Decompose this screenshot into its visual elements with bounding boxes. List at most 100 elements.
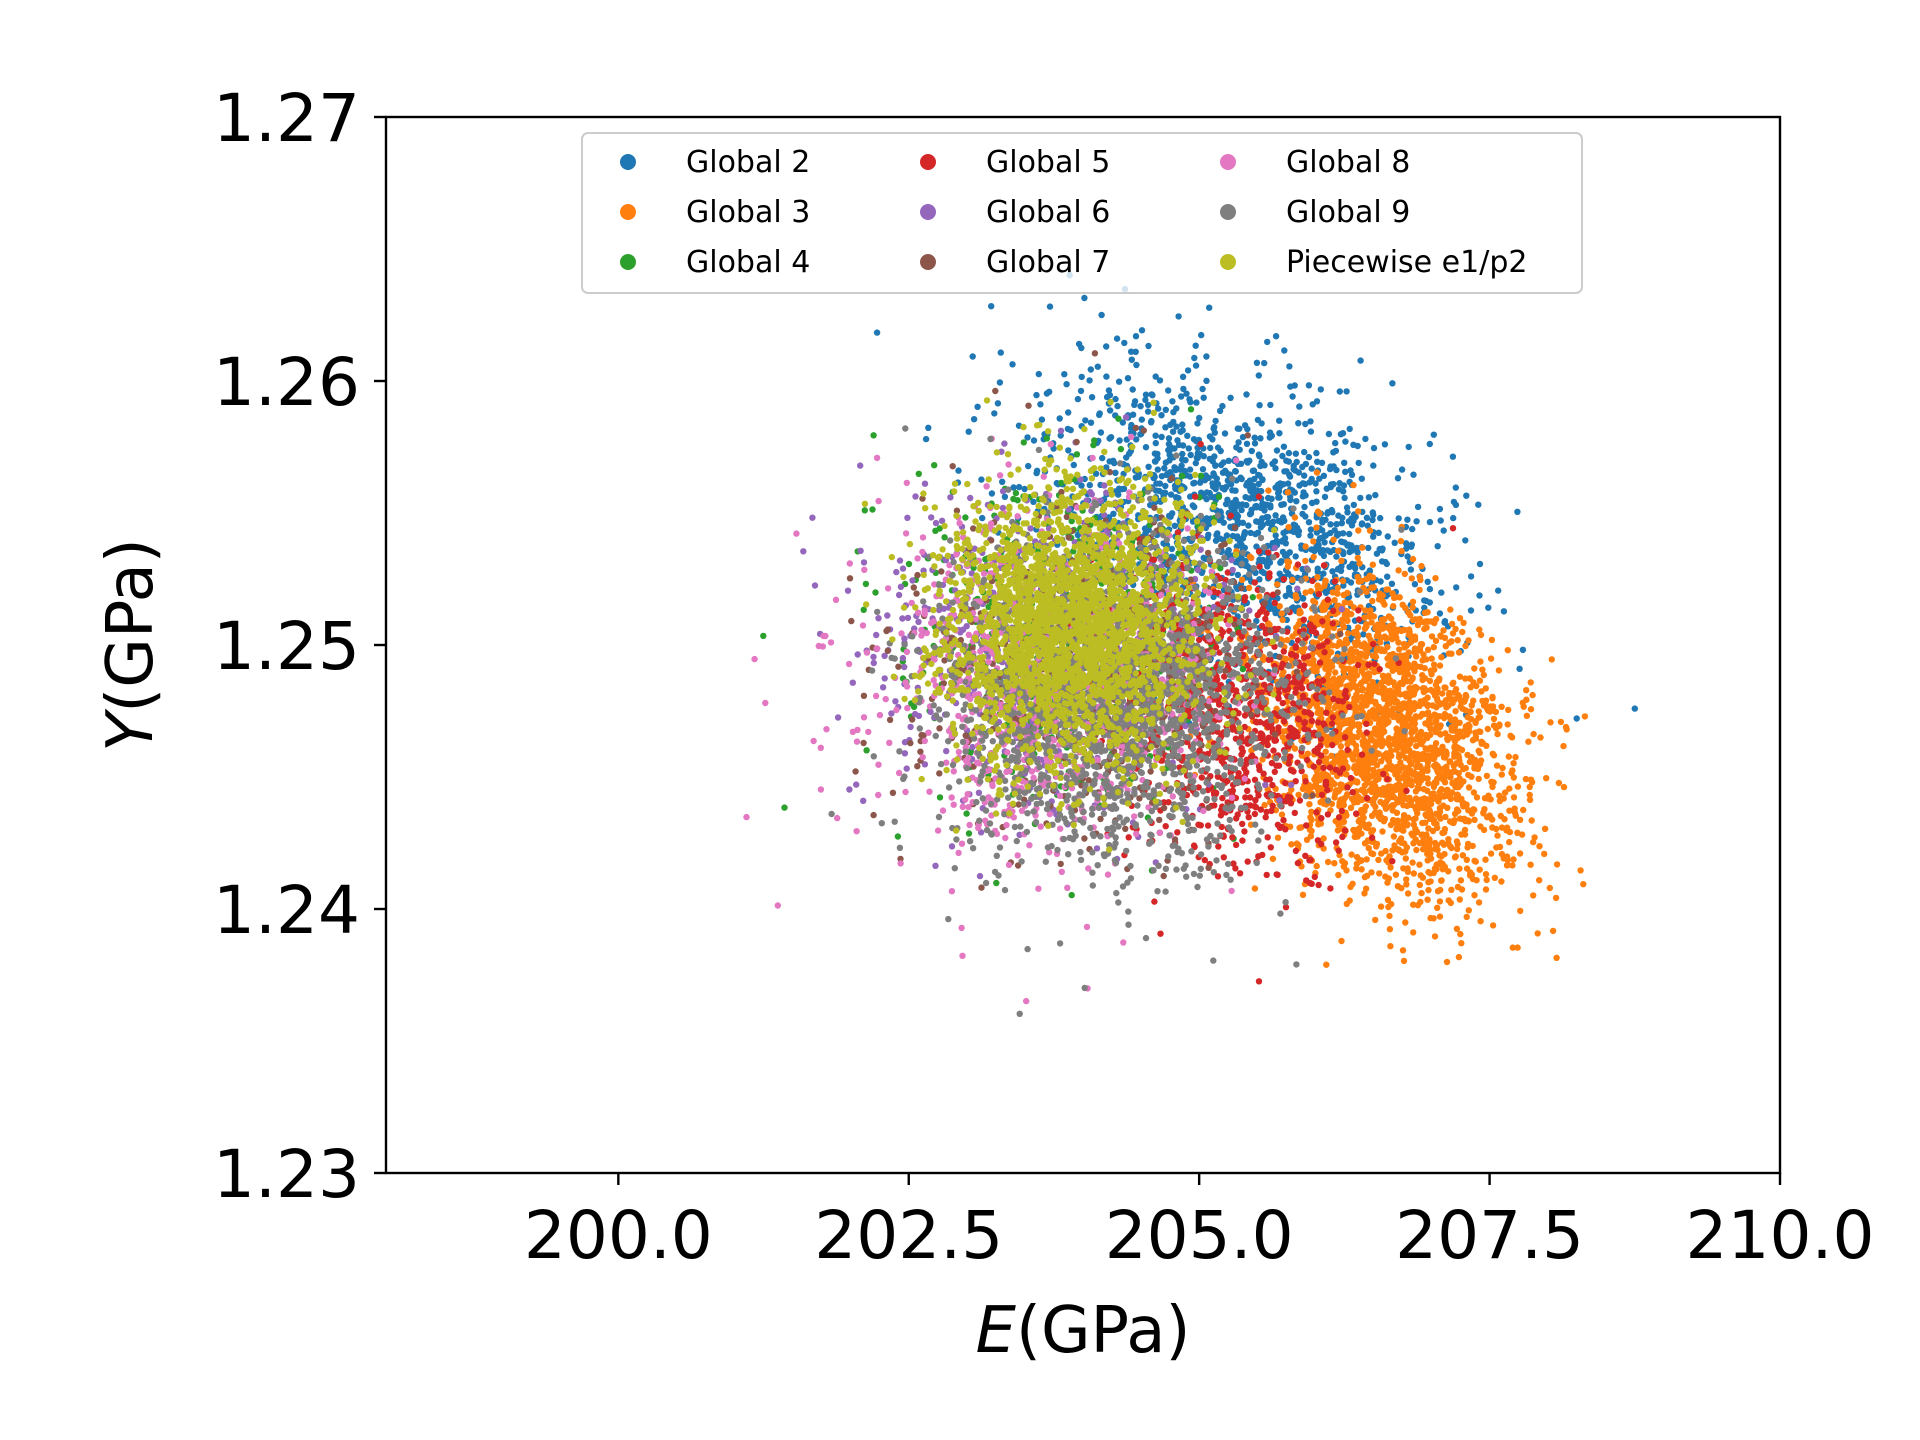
data-point xyxy=(1381,633,1388,640)
data-point xyxy=(1216,535,1224,542)
data-point xyxy=(1482,856,1489,863)
data-point xyxy=(1342,438,1349,445)
data-point xyxy=(1145,526,1152,533)
data-point xyxy=(1348,547,1356,554)
data-point xyxy=(1453,584,1460,591)
data-point xyxy=(1343,613,1350,620)
data-point xyxy=(1307,428,1315,435)
data-point xyxy=(1315,821,1322,828)
data-point xyxy=(1401,691,1408,698)
data-point xyxy=(1394,817,1401,824)
data-point xyxy=(1382,720,1389,728)
data-point xyxy=(1121,339,1128,347)
data-point xyxy=(1265,487,1272,494)
data-point xyxy=(1323,961,1330,968)
data-point xyxy=(1392,689,1400,697)
data-point xyxy=(1239,501,1246,508)
data-point xyxy=(1334,584,1342,592)
data-point xyxy=(1234,571,1242,579)
data-point xyxy=(1548,656,1556,663)
data-point xyxy=(1317,634,1324,641)
data-point xyxy=(1251,579,1259,586)
data-point xyxy=(1354,638,1361,645)
data-point xyxy=(1433,704,1440,711)
data-point xyxy=(1302,557,1309,565)
data-point xyxy=(1155,405,1162,412)
data-point xyxy=(1347,883,1354,891)
data-point xyxy=(1426,518,1434,526)
data-point xyxy=(1456,719,1463,726)
data-point xyxy=(1523,696,1530,703)
data-point xyxy=(1555,779,1563,787)
data-point xyxy=(1398,627,1405,635)
data-point xyxy=(1421,597,1428,604)
data-point xyxy=(1388,580,1396,587)
data-point xyxy=(1276,417,1283,424)
data-point xyxy=(1175,313,1182,320)
data-point xyxy=(1454,841,1461,848)
data-point xyxy=(1516,850,1524,857)
data-point xyxy=(1258,487,1265,495)
data-point xyxy=(1329,509,1336,516)
data-point xyxy=(1437,517,1444,524)
data-point xyxy=(1453,777,1460,785)
data-point xyxy=(894,833,902,840)
data-point xyxy=(1466,728,1473,735)
data-point xyxy=(1470,789,1478,796)
data-point xyxy=(1138,416,1146,423)
data-point xyxy=(1261,681,1268,688)
data-point xyxy=(1403,658,1410,665)
data-point xyxy=(1282,826,1289,833)
data-point xyxy=(1361,840,1369,847)
data-point xyxy=(1395,740,1403,747)
data-point xyxy=(1191,354,1198,362)
data-point xyxy=(1413,807,1421,814)
data-point xyxy=(1441,863,1449,871)
data-point xyxy=(1497,812,1505,820)
data-point xyxy=(1410,901,1417,908)
data-point xyxy=(1372,491,1379,499)
data-point xyxy=(1307,532,1314,539)
data-point xyxy=(1462,675,1469,682)
data-point xyxy=(1116,437,1123,444)
data-point xyxy=(1081,294,1088,302)
data-point xyxy=(1432,740,1440,747)
data-point xyxy=(1338,937,1345,945)
data-point xyxy=(1297,609,1304,616)
data-point xyxy=(1152,373,1159,380)
data-point xyxy=(1463,913,1470,921)
data-point xyxy=(1187,406,1195,413)
data-point xyxy=(1451,854,1459,861)
data-point xyxy=(1424,896,1431,903)
data-point xyxy=(1196,479,1204,486)
data-point xyxy=(1332,439,1339,447)
data-point xyxy=(1106,435,1113,442)
data-point xyxy=(1400,957,1408,965)
data-point xyxy=(1251,885,1259,892)
data-point xyxy=(1065,409,1072,416)
data-point xyxy=(1427,686,1435,694)
data-point xyxy=(1417,698,1424,705)
data-point xyxy=(1465,784,1473,791)
data-point xyxy=(1279,699,1287,707)
data-point xyxy=(1510,856,1517,863)
data-point xyxy=(1432,717,1439,725)
data-point xyxy=(1423,710,1431,717)
data-point xyxy=(1475,501,1482,508)
data-point xyxy=(1284,636,1291,644)
data-point xyxy=(1389,807,1396,814)
data-point xyxy=(1448,724,1455,731)
data-point xyxy=(1250,467,1258,474)
data-point xyxy=(1381,601,1388,608)
data-point xyxy=(1419,685,1427,692)
data-point xyxy=(1247,529,1254,537)
data-point xyxy=(1378,558,1386,565)
data-point xyxy=(1315,719,1322,726)
data-point xyxy=(1450,514,1457,522)
data-point xyxy=(1035,370,1043,378)
data-point xyxy=(1354,624,1362,631)
data-point xyxy=(1376,870,1383,877)
data-point xyxy=(1425,868,1432,876)
data-point xyxy=(1424,646,1432,653)
data-point xyxy=(1335,530,1343,538)
